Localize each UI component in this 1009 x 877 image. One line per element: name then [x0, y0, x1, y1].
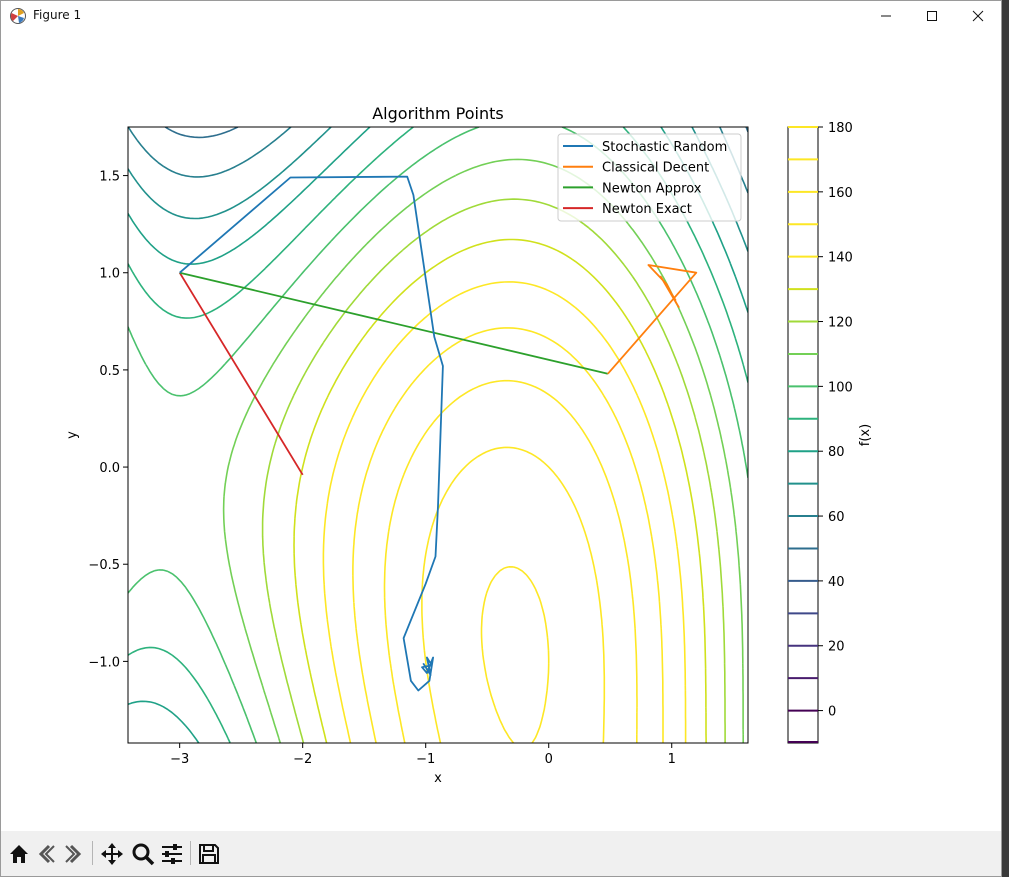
minimize-button[interactable]: [863, 1, 909, 31]
legend-frame: [557, 133, 742, 222]
configure-subplots-icon: [162, 844, 182, 864]
colorbar-tick-label: 100: [828, 380, 853, 395]
contour-level-170: [421, 446, 606, 743]
colorbar-tick-label: 120: [828, 316, 853, 331]
contour-level-120: [261, 198, 726, 743]
title-bar: Figure 1: [1, 1, 1001, 31]
navigation-toolbar: [1, 831, 1001, 876]
y-tick-label: −1.0: [88, 655, 120, 670]
x-tick-label: −2: [293, 752, 312, 767]
colorbar-frame: [787, 126, 819, 744]
home-icon: [10, 845, 28, 863]
x-axis-label: x: [434, 771, 442, 786]
plot-frame: [127, 126, 749, 744]
forward-button[interactable]: [60, 840, 88, 868]
zoom-icon: [132, 843, 155, 866]
colorbar-tick-label: 160: [828, 186, 853, 201]
toolbar-separator: [92, 841, 93, 865]
matplotlib-app-icon: [10, 8, 26, 24]
colorbar-tick-label: 80: [828, 445, 845, 460]
y-tick-label: 0.0: [99, 461, 120, 476]
x-axis-ticks: −3 −2 −1 0 1: [170, 743, 676, 767]
zoom-button[interactable]: [129, 840, 157, 868]
colorbar-tick-label: 0: [828, 705, 836, 720]
colorbar: 0 20 40 60 80 100 120 140 160 180: [787, 121, 853, 744]
y-axis-ticks: −1.0 −0.5 0.0 0.5 1.0 1.5: [88, 170, 128, 670]
legend-entry: Newton Approx: [602, 181, 702, 196]
contour-level-160: [383, 379, 638, 743]
chart-title: Algorithm Points: [372, 104, 504, 123]
close-button[interactable]: [955, 1, 1001, 31]
series-line-newton-exact: [178, 272, 304, 476]
x-tick-label: 0: [545, 752, 553, 767]
pan-icon: [101, 843, 123, 865]
series-line-stochastic-random: [179, 175, 444, 692]
colorbar-tick-label: 40: [828, 575, 845, 590]
chart-svg: Algorithm Points −3 −2 −1 0 1 −1.0 −0.5 0.0 0.5…: [65, 104, 873, 786]
legend-entry: Newton Exact: [602, 202, 692, 217]
window-title: Figure 1: [33, 8, 82, 22]
series-lines: [178, 175, 698, 692]
maximize-icon: [927, 11, 937, 21]
minimize-icon: [881, 15, 891, 17]
x-tick-label: −3: [170, 752, 189, 767]
y-axis-label: y: [65, 431, 80, 439]
maximize-button[interactable]: [909, 1, 955, 31]
save-icon: [199, 844, 219, 864]
y-tick-label: −0.5: [88, 558, 120, 573]
series-line-classical-decent: [607, 264, 698, 375]
y-tick-label: 1.5: [99, 170, 120, 185]
x-tick-label: 1: [668, 752, 676, 767]
pan-button[interactable]: [98, 840, 126, 868]
close-icon: [972, 10, 984, 22]
y-tick-label: 1.0: [99, 267, 120, 282]
back-button[interactable]: [32, 840, 60, 868]
contour-level-150: [352, 327, 664, 743]
contour-level-110: [222, 158, 744, 743]
configure-subplots-button[interactable]: [158, 840, 186, 868]
colorbar-tick-label: 180: [828, 121, 853, 136]
colorbar-label: f(x): [858, 424, 873, 446]
figure-canvas[interactable]: Algorithm Points −3 −2 −1 0 1 −1.0 −0.5 0.0 0.5…: [1, 31, 1001, 831]
legend-entry: Stochastic Random: [602, 140, 727, 155]
contour-level-130: [293, 238, 707, 743]
home-button[interactable]: [5, 840, 33, 868]
colorbar-tick-label: 140: [828, 251, 853, 266]
contour-level-140: [322, 281, 687, 743]
x-tick-label: −1: [416, 752, 435, 767]
back-icon: [38, 844, 55, 864]
colorbar-tick-label: 20: [828, 640, 845, 655]
series-line-newton-approx: [179, 271, 609, 375]
background-strip: [1002, 0, 1009, 877]
toolbar-separator: [190, 841, 191, 865]
contour-level-180: [480, 566, 550, 743]
contour-level-50: [164, 127, 748, 139]
y-tick-label: 0.5: [99, 364, 120, 379]
legend: Stochastic Random Classical Decent Newton …: [557, 133, 742, 222]
save-button[interactable]: [195, 840, 223, 868]
forward-icon: [65, 844, 82, 864]
legend-entry: Classical Decent: [602, 161, 709, 176]
colorbar-tick-label: 60: [828, 510, 845, 525]
